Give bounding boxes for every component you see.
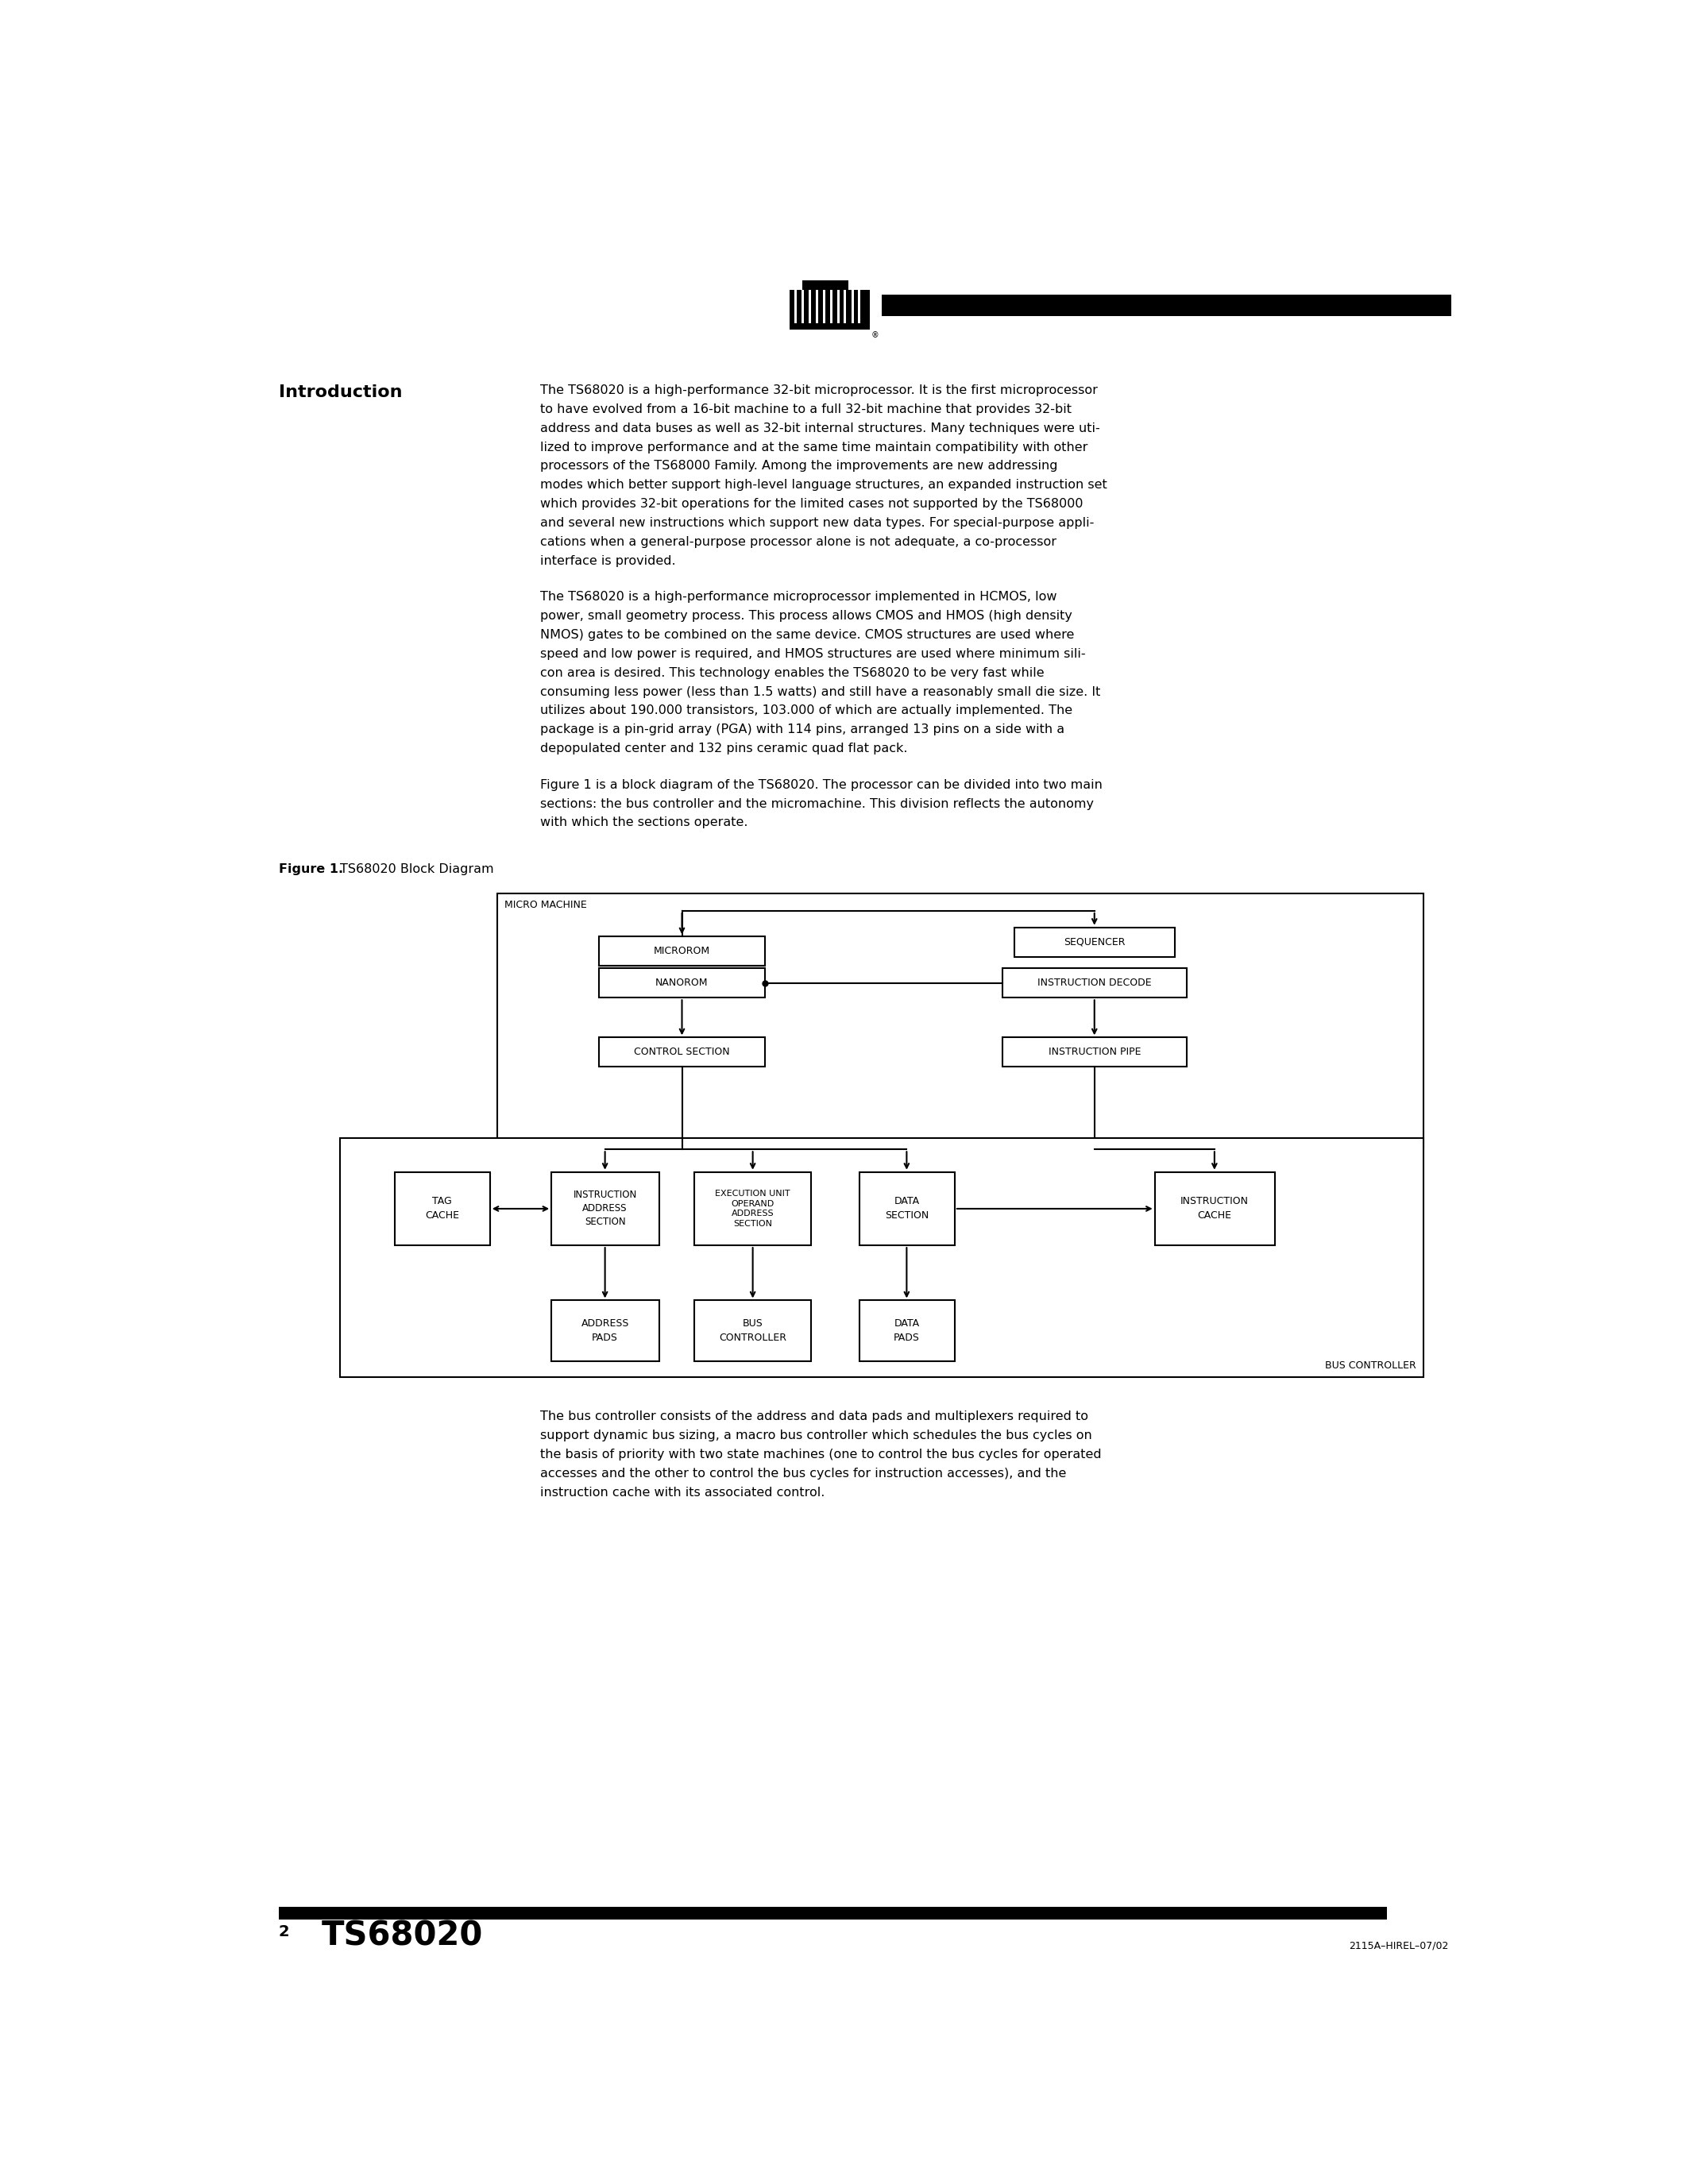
Text: TS68020 Block Diagram: TS68020 Block Diagram — [341, 863, 495, 876]
Text: EXECUTION UNIT
OPERAND
ADDRESS
SECTION: EXECUTION UNIT OPERAND ADDRESS SECTION — [716, 1190, 790, 1227]
Text: INSTRUCTION
CACHE: INSTRUCTION CACHE — [1180, 1197, 1249, 1221]
Text: 2: 2 — [279, 1924, 290, 1939]
Text: DATA
SECTION: DATA SECTION — [885, 1197, 928, 1221]
Text: The TS68020 is a high-performance microprocessor implemented in HCMOS, low: The TS68020 is a high-performance microp… — [540, 592, 1057, 603]
Bar — [837, 290, 839, 323]
Bar — [795, 290, 797, 323]
Text: BUS
CONTROLLER: BUS CONTROLLER — [719, 1319, 787, 1343]
Bar — [851, 290, 854, 323]
Text: BUS CONTROLLER: BUS CONTROLLER — [1325, 1361, 1416, 1372]
Bar — [694, 1299, 812, 1361]
Text: CONTROL SECTION: CONTROL SECTION — [635, 1046, 729, 1057]
Bar — [859, 1299, 955, 1361]
Text: NMOS) gates to be combined on the same device. CMOS structures are used where: NMOS) gates to be combined on the same d… — [540, 629, 1075, 640]
Bar — [279, 1907, 1388, 1920]
Text: speed and low power is required, and HMOS structures are used where minimum sili: speed and low power is required, and HMO… — [540, 649, 1085, 660]
Text: which provides 32-bit operations for the limited cases not supported by the TS68: which provides 32-bit operations for the… — [540, 498, 1084, 511]
Text: lized to improve performance and at the same time maintain compatibility with ot: lized to improve performance and at the … — [540, 441, 1089, 452]
Text: DATA
PADS: DATA PADS — [893, 1319, 920, 1343]
Bar — [790, 290, 869, 323]
Text: package is a pin-grid array (PGA) with 114 pins, arranged 13 pins on a side with: package is a pin-grid array (PGA) with 1… — [540, 723, 1065, 736]
Text: ®: ® — [871, 332, 879, 339]
Text: NANOROM: NANOROM — [655, 978, 709, 987]
Text: interface is provided.: interface is provided. — [540, 555, 675, 568]
Text: Figure 1 is a block diagram of the TS68020. The processor can be divided into tw: Figure 1 is a block diagram of the TS680… — [540, 780, 1102, 791]
Bar — [552, 1299, 660, 1361]
Bar — [883, 295, 1452, 317]
Bar — [1014, 928, 1175, 957]
Bar — [858, 290, 861, 323]
Text: address and data buses as well as 32-bit internal structures. Many techniques we: address and data buses as well as 32-bit… — [540, 422, 1101, 435]
Bar — [599, 1037, 765, 1066]
Text: con area is desired. This technology enables the TS68020 to be very fast while: con area is desired. This technology ena… — [540, 666, 1045, 679]
Text: power, small geometry process. This process allows CMOS and HMOS (high density: power, small geometry process. This proc… — [540, 609, 1072, 622]
Text: support dynamic bus sizing, a macro bus controller which schedules the bus cycle: support dynamic bus sizing, a macro bus … — [540, 1431, 1092, 1441]
Text: TAG
CACHE: TAG CACHE — [425, 1197, 459, 1221]
Bar — [599, 968, 765, 998]
Bar — [1003, 1037, 1187, 1066]
Text: with which the sections operate.: with which the sections operate. — [540, 817, 748, 828]
Bar — [395, 1173, 490, 1245]
Text: INSTRUCTION PIPE: INSTRUCTION PIPE — [1048, 1046, 1141, 1057]
Text: accesses and the other to control the bus cycles for instruction accesses), and : accesses and the other to control the bu… — [540, 1468, 1067, 1479]
Text: cations when a general-purpose processor alone is not adequate, a co-processor: cations when a general-purpose processor… — [540, 535, 1057, 548]
Text: utilizes about 190.000 transistors, 103.000 of which are actually implemented. T: utilizes about 190.000 transistors, 103.… — [540, 705, 1072, 716]
Text: INSTRUCTION DECODE: INSTRUCTION DECODE — [1038, 978, 1151, 987]
Bar — [830, 290, 832, 323]
Bar — [1003, 968, 1187, 998]
Text: instruction cache with its associated control.: instruction cache with its associated co… — [540, 1487, 825, 1498]
Text: ADDRESS
PADS: ADDRESS PADS — [581, 1319, 630, 1343]
Bar — [809, 290, 812, 323]
Bar — [802, 280, 847, 293]
Bar — [552, 1173, 660, 1245]
Text: The TS68020 is a high-performance 32-bit microprocessor. It is the first micropr: The TS68020 is a high-performance 32-bit… — [540, 384, 1097, 395]
Bar — [824, 290, 825, 323]
Text: processors of the TS68000 Family. Among the improvements are new addressing: processors of the TS68000 Family. Among … — [540, 461, 1058, 472]
Text: 2115A–HIREL–07/02: 2115A–HIREL–07/02 — [1349, 1942, 1448, 1950]
Bar — [1155, 1173, 1274, 1245]
Text: SEQUENCER: SEQUENCER — [1063, 937, 1126, 948]
Text: sections: the bus controller and the micromachine. This division reflects the au: sections: the bus controller and the mic… — [540, 797, 1094, 810]
Text: the basis of priority with two state machines (one to control the bus cycles for: the basis of priority with two state mac… — [540, 1448, 1102, 1461]
Bar — [815, 290, 819, 323]
Text: depopulated center and 132 pins ceramic quad flat pack.: depopulated center and 132 pins ceramic … — [540, 743, 908, 756]
Text: Figure 1.: Figure 1. — [279, 863, 343, 876]
Text: TS68020: TS68020 — [322, 1920, 483, 1952]
Text: INSTRUCTION
ADDRESS
SECTION: INSTRUCTION ADDRESS SECTION — [574, 1190, 636, 1227]
Bar — [844, 290, 846, 323]
Text: and several new instructions which support new data types. For special-purpose a: and several new instructions which suppo… — [540, 518, 1094, 529]
Bar — [599, 937, 765, 965]
Bar — [694, 1173, 812, 1245]
Text: modes which better support high-level language structures, an expanded instructi: modes which better support high-level la… — [540, 478, 1107, 491]
Bar — [498, 893, 1423, 1147]
Text: Introduction: Introduction — [279, 384, 402, 400]
Text: consuming less power (less than 1.5 watts) and still have a reasonably small die: consuming less power (less than 1.5 watt… — [540, 686, 1101, 697]
Bar — [802, 290, 803, 323]
Bar — [790, 321, 869, 330]
Text: The bus controller consists of the address and data pads and multiplexers requir: The bus controller consists of the addre… — [540, 1411, 1089, 1422]
Text: to have evolved from a 16-bit machine to a full 32-bit machine that provides 32-: to have evolved from a 16-bit machine to… — [540, 404, 1072, 415]
Bar — [341, 1138, 1423, 1376]
Bar — [859, 1173, 955, 1245]
Text: MICRO MACHINE: MICRO MACHINE — [505, 900, 587, 911]
Text: MICROROM: MICROROM — [653, 946, 711, 957]
